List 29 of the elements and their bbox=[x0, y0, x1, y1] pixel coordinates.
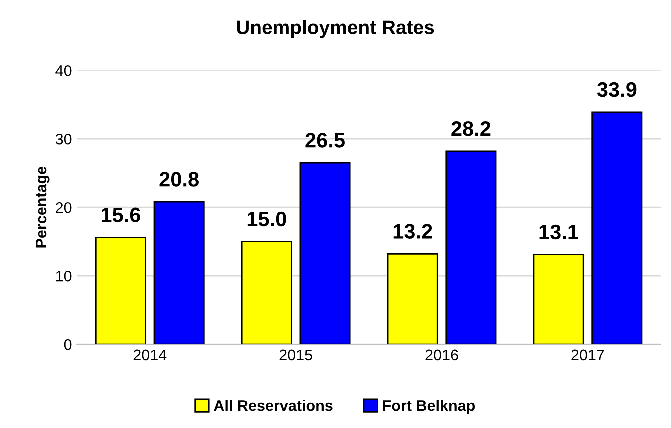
bar bbox=[300, 162, 351, 345]
data-label: 15.0 bbox=[248, 212, 286, 227]
x-tick-label: 2016 bbox=[426, 350, 458, 361]
data-label: 15.6 bbox=[102, 208, 140, 222]
legend-label: Fort Belknap bbox=[383, 400, 476, 414]
x-tick-label: 2014 bbox=[134, 350, 167, 361]
bar bbox=[592, 112, 643, 345]
bar bbox=[446, 150, 497, 345]
data-label: 26.5 bbox=[306, 133, 345, 148]
x-tick-label: 2017 bbox=[572, 350, 604, 361]
y-tick-label: 20 bbox=[56, 202, 72, 214]
y-tick-label: 30 bbox=[56, 134, 72, 145]
y-tick-label: 40 bbox=[56, 65, 72, 76]
legend-label: All Reservations bbox=[214, 400, 333, 412]
data-label: 33.9 bbox=[597, 82, 637, 98]
data-label: 13.1 bbox=[540, 224, 578, 240]
bar bbox=[95, 237, 146, 345]
bar bbox=[387, 253, 438, 345]
data-label: 28.2 bbox=[452, 121, 491, 136]
data-label: 13.2 bbox=[394, 224, 432, 239]
y-tick-label: 0 bbox=[64, 339, 72, 350]
y-axis-title: Percentage bbox=[36, 166, 50, 248]
x-tick-label: 2015 bbox=[280, 350, 312, 361]
y-tick-label: 10 bbox=[56, 270, 72, 282]
bar bbox=[241, 241, 292, 345]
data-label: 20.8 bbox=[160, 172, 199, 187]
bar bbox=[154, 201, 205, 345]
bar bbox=[533, 254, 584, 345]
chart-title: Unemployment Rates bbox=[237, 20, 434, 38]
